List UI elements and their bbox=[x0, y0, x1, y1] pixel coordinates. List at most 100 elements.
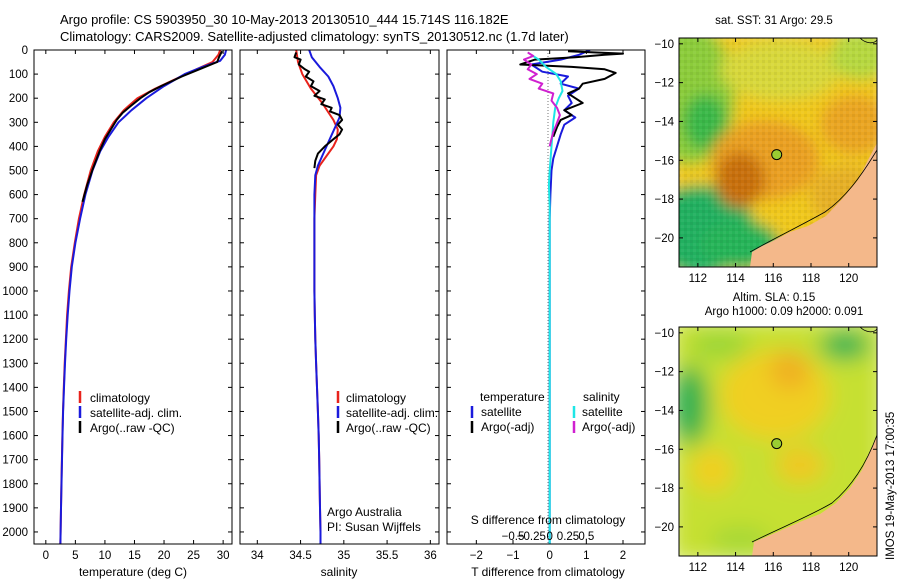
lat-tick-label: −18 bbox=[654, 483, 674, 495]
x-tick-label: −1 bbox=[506, 550, 519, 562]
argo-position-marker bbox=[771, 438, 783, 450]
s-tick-label: −0.25 bbox=[517, 531, 546, 543]
series-s-satellite bbox=[530, 53, 564, 544]
difference-panel: −2 −1 0 1 2 S difference from climatology −0… bbox=[446, 49, 646, 579]
depth-tick-label: 1500 bbox=[2, 406, 28, 418]
lon-tick-label: 120 bbox=[839, 562, 858, 574]
difference-legend: temperature salinity satellite Argo(-adj… bbox=[470, 390, 635, 434]
depth-tick-label: 1100 bbox=[3, 310, 28, 322]
difference-lines bbox=[519, 50, 624, 544]
depth-tick-label: 1900 bbox=[2, 503, 28, 515]
series-argo-raw-qc- bbox=[81, 50, 223, 203]
argo-position-marker bbox=[771, 149, 783, 161]
sst-map: sat. SST: 31 Argo: 29.5 112 114 11 bbox=[654, 15, 878, 285]
figure-subtitle: Climatology: CARS2009. Satellite-adjuste… bbox=[60, 29, 569, 44]
s-tick-label: 0.25 bbox=[557, 531, 579, 543]
legend-label-climatology: climatology bbox=[346, 391, 406, 405]
legend-label-argo: Argo(..raw -QC) bbox=[90, 421, 175, 435]
salinity-legend: climatology satellite-adj. clim. Argo(..… bbox=[336, 391, 438, 435]
pi-label: PI: Susan Wijffels bbox=[327, 520, 421, 534]
sst-map-title: sat. SST: 31 Argo: 29.5 bbox=[715, 15, 833, 27]
x-tick-label: 30 bbox=[217, 550, 230, 562]
depth-tick-label: 1200 bbox=[2, 334, 28, 346]
salinity-ticks: 34 34.5 35 35.5 36 bbox=[240, 49, 439, 562]
x-tick-label: 2 bbox=[620, 550, 626, 562]
legend-label-t-satellite: satellite bbox=[481, 405, 522, 419]
lon-tick-label: 116 bbox=[764, 562, 782, 574]
depth-axis: 0 100 200 300 400 500 600 700 800 900 1000 1100 1200… bbox=[2, 45, 28, 539]
timestamp-stamp: IMOS 19-May-2013 17:00:35 bbox=[885, 412, 897, 560]
series-t-argo-adj- bbox=[519, 50, 624, 138]
lat-tick-label: −12 bbox=[654, 367, 674, 379]
depth-tick-label: 1600 bbox=[2, 431, 28, 443]
lat-tick-label: −14 bbox=[654, 116, 674, 128]
lon-tick-label: 116 bbox=[764, 273, 782, 285]
temperature-panel: 0 5 10 15 20 25 30 temperature (deg C) climato… bbox=[33, 49, 233, 579]
temperature-frame bbox=[33, 49, 233, 545]
temperature-ticks: 0 5 10 15 20 25 30 bbox=[34, 49, 232, 562]
lon-tick-label: 118 bbox=[802, 562, 820, 574]
lat-tick-label: −12 bbox=[654, 78, 674, 90]
depth-tick-label: 300 bbox=[9, 117, 28, 129]
sst-map-ticks: 112 114 116 118 120 −10 −12 −14 −16 −18 −20 bbox=[654, 38, 877, 285]
temperature-legend: climatology satellite-adj. clim. Argo(..… bbox=[78, 391, 182, 435]
lon-tick-label: 114 bbox=[726, 562, 745, 574]
x-tick-label: 20 bbox=[158, 550, 171, 562]
legend-label-s-argo: Argo(-adj) bbox=[582, 420, 635, 434]
legend-label-satellite: satellite-adj. clim. bbox=[90, 406, 182, 420]
x-tick-label: 10 bbox=[99, 550, 112, 562]
depth-tick-label: 700 bbox=[9, 214, 28, 226]
depth-tick-label: 100 bbox=[9, 69, 28, 81]
legend-label-t-argo: Argo(-adj) bbox=[481, 420, 534, 434]
salinity-frame bbox=[239, 49, 440, 545]
depth-tick-label: 500 bbox=[9, 165, 28, 177]
sla-map-title: Altim. SLA: 0.15 bbox=[733, 292, 815, 304]
series-satellite-adj-clim- bbox=[308, 50, 342, 544]
depth-tick-label: 1400 bbox=[2, 382, 28, 394]
temperature-lines bbox=[59, 50, 228, 544]
depth-tick-label: 1300 bbox=[2, 358, 28, 370]
series-climatology bbox=[59, 50, 222, 544]
s-tick-label: 0.5 bbox=[578, 531, 594, 543]
difference-ticks: −2 −1 0 1 2 bbox=[447, 49, 645, 562]
lat-tick-label: −14 bbox=[654, 405, 674, 417]
lat-tick-label: −20 bbox=[654, 233, 674, 245]
lon-tick-label: 120 bbox=[839, 273, 858, 285]
legend-title-salinity: salinity bbox=[583, 390, 620, 404]
legend-label-argo: Argo(..raw -QC) bbox=[346, 421, 431, 435]
series-satellite-adj-clim- bbox=[59, 50, 228, 544]
depth-tick-label: 0 bbox=[22, 45, 28, 57]
x-tick-label: 35.5 bbox=[376, 550, 398, 562]
depth-tick-label: 2000 bbox=[2, 527, 28, 539]
s-difference-label: S difference from climatology bbox=[471, 513, 626, 527]
t-difference-label: T difference from climatology bbox=[471, 565, 625, 579]
series-argo-raw-qc- bbox=[293, 52, 344, 169]
lat-tick-label: −18 bbox=[654, 194, 674, 206]
depth-tick-label: 1000 bbox=[2, 286, 28, 298]
depth-tick-label: 200 bbox=[9, 93, 28, 105]
salinity-xlabel: salinity bbox=[321, 565, 358, 579]
depth-tick-label: 900 bbox=[9, 262, 28, 274]
lat-tick-label: −16 bbox=[654, 155, 674, 167]
sla-map-frame bbox=[678, 326, 878, 557]
depth-tick-label: 800 bbox=[9, 238, 28, 250]
x-tick-label: 34.5 bbox=[289, 550, 311, 562]
x-tick-label: 34 bbox=[251, 550, 264, 562]
series-climatology bbox=[295, 50, 339, 544]
depth-tick-label: 1800 bbox=[2, 479, 28, 491]
x-tick-label: 35 bbox=[337, 550, 350, 562]
x-tick-label: 36 bbox=[424, 550, 437, 562]
lat-tick-label: −10 bbox=[654, 39, 674, 51]
x-tick-label: 0 bbox=[546, 550, 552, 562]
depth-tick-label: 600 bbox=[9, 190, 28, 202]
s-tick-label: 0 bbox=[546, 531, 552, 543]
series-t-satellite bbox=[530, 50, 591, 544]
x-tick-label: 25 bbox=[187, 550, 200, 562]
legend-title-temperature: temperature bbox=[480, 390, 545, 404]
x-tick-label: 1 bbox=[583, 550, 589, 562]
s-difference-ticks: −0.5−0.25 0 0.25 0.5 bbox=[502, 531, 595, 543]
salinity-panel: 34 34.5 35 35.5 36 salinity climatology sate… bbox=[239, 49, 440, 579]
temperature-xlabel: temperature (deg C) bbox=[79, 565, 187, 579]
lon-tick-label: 112 bbox=[689, 273, 707, 285]
